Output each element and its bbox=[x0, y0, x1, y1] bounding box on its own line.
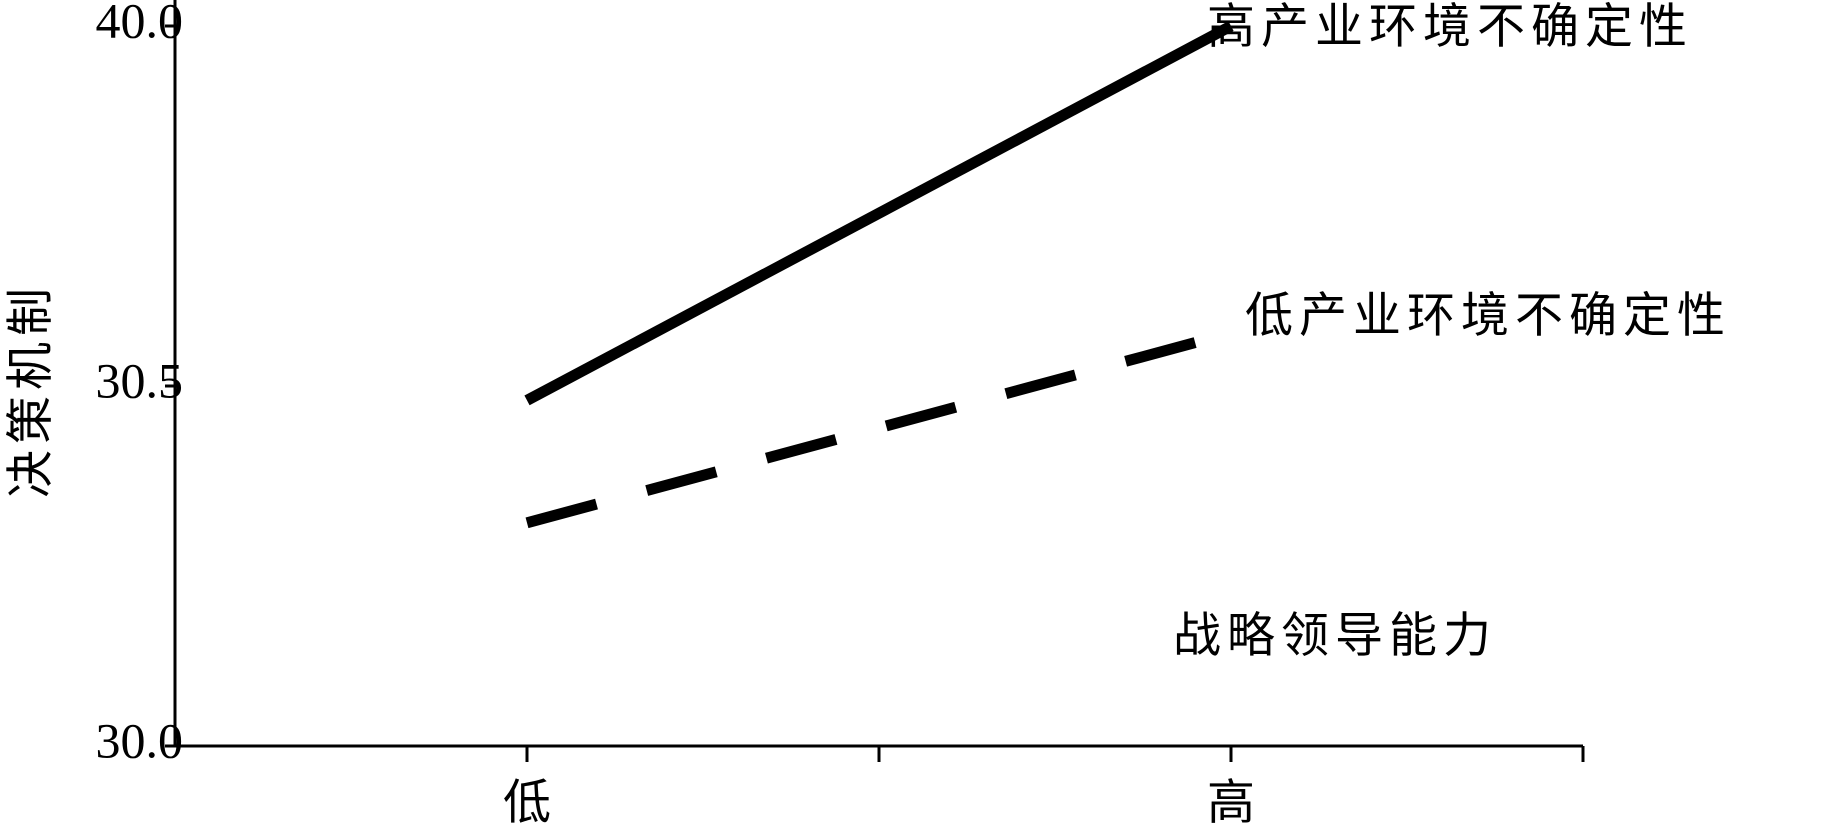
y-axis-title: 决策机制 bbox=[3, 282, 59, 498]
annotation: 战略领导能力 bbox=[1173, 608, 1497, 664]
series-label: 低产业环境不确定性 bbox=[1245, 287, 1731, 343]
y-tick-label: 40.0 bbox=[96, 0, 184, 48]
x-tick-label: 低 bbox=[503, 775, 557, 831]
series-label: 高产业环境不确定性 bbox=[1207, 0, 1693, 55]
x-tick-label: 高 bbox=[1207, 775, 1261, 831]
series-line bbox=[525, 327, 1233, 529]
y-tick-label: 30.0 bbox=[96, 712, 184, 768]
y-tick-label: 30.5 bbox=[96, 352, 184, 408]
series-line bbox=[524, 21, 1234, 406]
